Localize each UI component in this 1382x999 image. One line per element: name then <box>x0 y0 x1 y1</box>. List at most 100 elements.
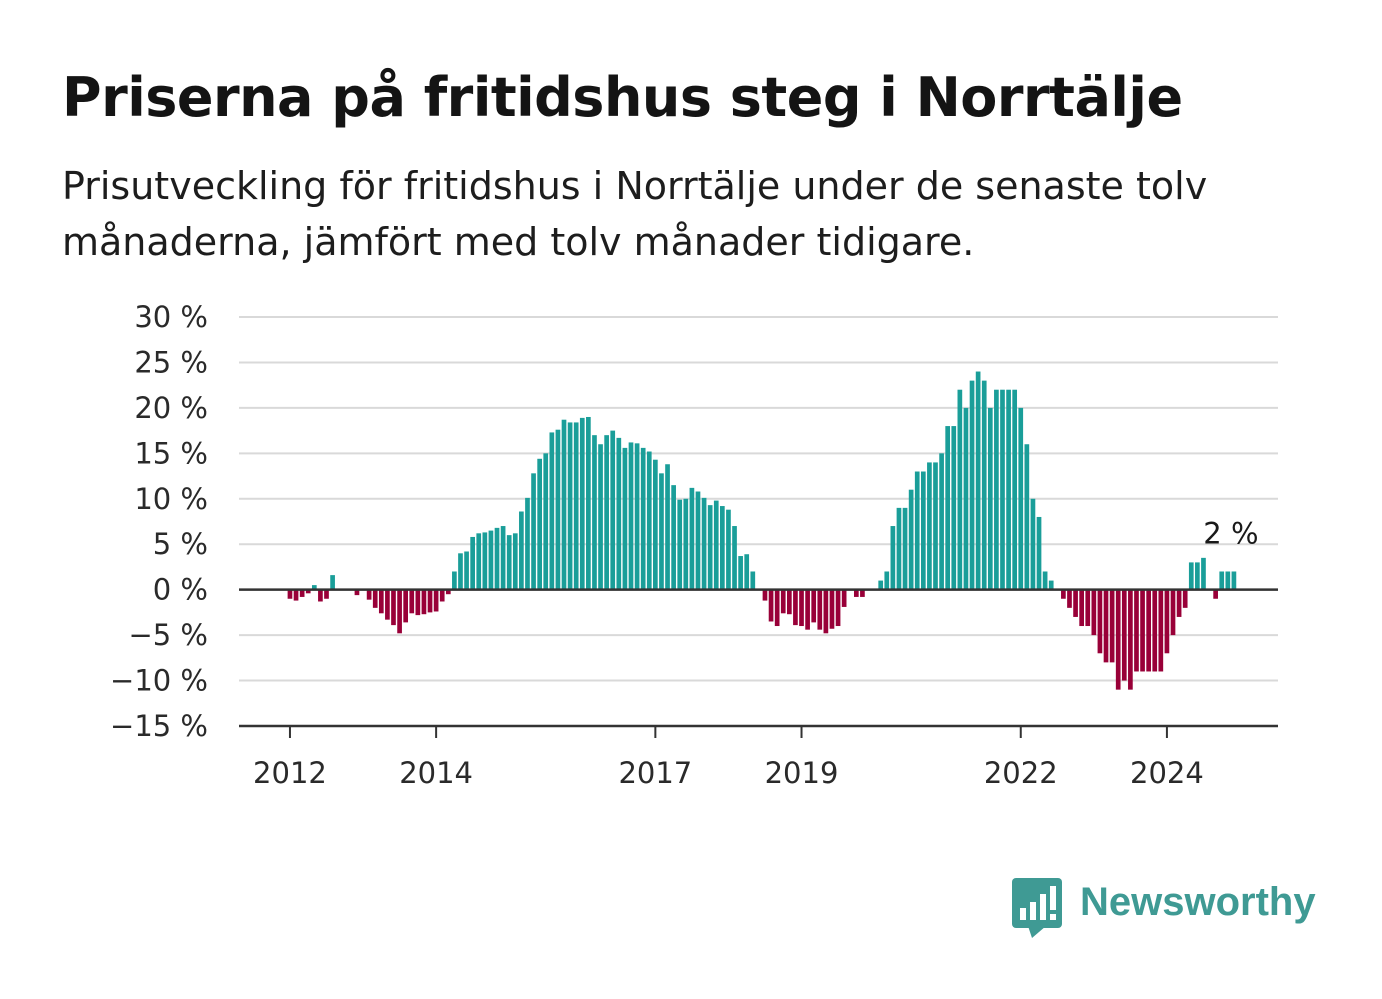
bar <box>1231 571 1237 590</box>
bar <box>616 437 622 590</box>
bar <box>707 505 713 590</box>
bar <box>391 589 396 626</box>
y-tick-label: −10 % <box>110 664 208 698</box>
chart-title: Priserna på fritidshus steg i Norrtälje <box>62 66 1183 129</box>
bar <box>1225 571 1231 590</box>
bar <box>713 500 719 590</box>
bar <box>1085 589 1091 627</box>
bar <box>927 462 932 590</box>
newsworthy-logo: Newsworthy <box>1012 878 1332 942</box>
bar <box>908 489 914 590</box>
y-tick-label: 25 % <box>134 345 208 379</box>
bar <box>1097 589 1103 654</box>
bar <box>427 589 433 613</box>
bar <box>366 589 372 600</box>
bar <box>811 589 817 623</box>
bar <box>695 491 701 590</box>
bar <box>1115 589 1121 690</box>
bar <box>829 589 835 629</box>
grid-lines <box>239 316 1278 682</box>
bar <box>1042 571 1048 590</box>
bar <box>841 589 847 607</box>
x-tick-label: 2017 <box>618 756 692 790</box>
bar <box>1140 589 1145 672</box>
bar <box>933 462 938 590</box>
bar <box>592 435 597 590</box>
chart-subtitle: Prisutveckling för fritidshus i Norrtälj… <box>62 164 1208 264</box>
bar <box>726 509 731 590</box>
bar <box>768 589 774 622</box>
bar <box>543 453 549 590</box>
bar <box>683 498 689 590</box>
x-tick-label: 2022 <box>984 756 1058 790</box>
bar <box>701 497 707 590</box>
bar <box>519 511 524 590</box>
bar <box>1000 389 1005 590</box>
brand-name: Newsworthy <box>1080 880 1316 924</box>
bar <box>799 589 804 627</box>
bar-chart-speech-bubble-icon <box>1012 878 1062 938</box>
bar <box>604 435 609 590</box>
bar <box>1146 589 1151 672</box>
bar <box>677 499 683 590</box>
bar <box>445 589 451 595</box>
bar <box>452 571 457 590</box>
bar <box>549 432 555 590</box>
bar <box>671 485 676 590</box>
bar <box>1128 589 1133 690</box>
bar <box>512 533 518 590</box>
bar <box>1164 589 1170 654</box>
bar <box>1018 407 1024 590</box>
y-tick-label: 0 % <box>153 573 208 607</box>
bar <box>634 443 640 590</box>
bar <box>890 526 896 590</box>
bar <box>506 535 512 590</box>
bar <box>750 571 756 590</box>
bar <box>482 532 488 590</box>
bar <box>920 471 926 590</box>
bar <box>579 417 585 590</box>
bar <box>969 380 975 590</box>
bar <box>1152 589 1158 672</box>
bar <box>787 589 792 615</box>
bar <box>744 554 750 590</box>
bar <box>738 556 743 590</box>
bar <box>586 416 591 590</box>
y-tick-label: 15 % <box>134 436 208 470</box>
bar <box>981 380 987 590</box>
bar <box>397 589 402 634</box>
bar <box>646 451 652 590</box>
bar <box>531 473 536 590</box>
bar <box>1109 589 1115 663</box>
bar <box>957 389 963 590</box>
x-tick-label: 2019 <box>765 756 839 790</box>
bar <box>1012 389 1018 590</box>
bar <box>896 507 902 590</box>
bar <box>1067 589 1072 608</box>
bar <box>421 589 427 615</box>
x-tick-label: 2014 <box>399 756 473 790</box>
bar <box>378 589 384 614</box>
y-tick-label: 5 % <box>153 527 208 561</box>
bar <box>1219 571 1225 590</box>
bar <box>732 526 737 590</box>
bar <box>878 580 884 590</box>
bar <box>1134 589 1139 672</box>
bar <box>1195 562 1200 590</box>
bar <box>433 589 439 612</box>
bar <box>287 589 293 599</box>
bar <box>464 551 469 590</box>
bar <box>415 589 421 616</box>
bar <box>1158 589 1164 672</box>
y-tick-label: 20 % <box>134 391 208 425</box>
bar <box>403 589 409 623</box>
bar <box>1182 589 1188 608</box>
bar <box>494 527 500 590</box>
bar <box>598 444 603 590</box>
bar <box>525 497 530 590</box>
bar <box>372 589 378 608</box>
bar <box>439 589 445 602</box>
bar <box>324 589 329 599</box>
bar <box>945 426 951 590</box>
bar <box>1091 589 1097 636</box>
